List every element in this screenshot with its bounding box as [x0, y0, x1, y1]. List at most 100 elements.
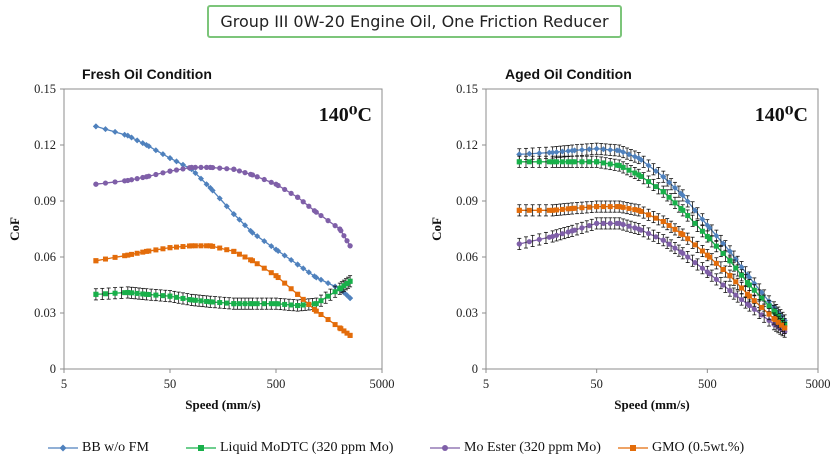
y-tick-label: 0.12	[456, 138, 478, 152]
data-point	[347, 295, 354, 302]
data-point	[653, 234, 659, 240]
data-point	[653, 215, 659, 221]
plot-area	[63, 88, 383, 370]
data-point	[134, 290, 140, 296]
data-point	[600, 146, 607, 153]
data-point	[236, 301, 242, 307]
data-point	[594, 220, 600, 226]
legend-marker	[198, 445, 204, 451]
data-point	[152, 147, 159, 154]
data-point	[692, 207, 699, 214]
data-point	[536, 159, 542, 165]
data-point	[248, 257, 254, 263]
data-point	[112, 290, 118, 296]
data-point	[613, 147, 620, 154]
data-point	[153, 171, 159, 178]
data-point	[732, 256, 739, 263]
data-point	[268, 301, 274, 307]
y-tick-label: 0.12	[34, 138, 56, 152]
data-point	[217, 300, 223, 306]
data-point	[579, 159, 585, 165]
data-point	[666, 222, 672, 228]
data-point	[744, 291, 750, 297]
data-point	[726, 248, 733, 255]
data-point	[236, 251, 242, 257]
data-point	[733, 279, 739, 285]
data-point	[224, 300, 230, 306]
data-point	[254, 174, 260, 180]
legend-marker	[630, 445, 636, 451]
data-point	[645, 162, 652, 169]
data-point	[632, 170, 638, 176]
data-point	[198, 164, 204, 170]
legend-item: GMO (0.5wt.%)	[618, 440, 744, 456]
data-point	[553, 149, 560, 156]
legend-label: BB w/o FM	[82, 440, 149, 455]
data-point	[159, 151, 166, 158]
data-point	[620, 204, 626, 210]
data-point	[536, 236, 542, 243]
x-tick-label: 500	[698, 377, 717, 391]
data-point	[772, 309, 778, 315]
legend-label: GMO (0.5wt.%)	[652, 440, 745, 455]
data-point	[751, 287, 757, 293]
data-point	[744, 280, 750, 286]
data-point	[692, 242, 698, 248]
data-point	[645, 230, 652, 237]
data-point	[775, 319, 781, 325]
data-point	[782, 325, 788, 331]
data-point	[677, 190, 684, 197]
x-tick-label: 500	[267, 377, 286, 391]
data-point	[160, 293, 166, 299]
data-point	[638, 174, 644, 180]
data-point	[311, 273, 318, 280]
data-point	[197, 175, 204, 182]
data-point	[268, 243, 275, 250]
x-tick-label: 5	[61, 377, 67, 391]
data-point	[766, 303, 772, 309]
data-point	[179, 161, 186, 168]
data-point	[173, 244, 179, 250]
data-point	[217, 165, 223, 171]
data-point	[631, 153, 638, 160]
data-point	[160, 170, 166, 176]
data-point	[546, 234, 552, 240]
data-point	[727, 288, 733, 294]
y-tick-label: 0.15	[456, 82, 478, 96]
data-point	[332, 289, 338, 295]
data-point	[121, 131, 128, 138]
data-point	[288, 190, 294, 196]
data-point	[254, 233, 261, 240]
data-point	[198, 298, 204, 304]
legend-label: Mo Ester (320 ppm Mo)	[464, 440, 601, 455]
data-point	[341, 283, 347, 289]
data-point	[102, 126, 109, 133]
data-point	[275, 301, 281, 307]
legend-marker	[59, 444, 67, 452]
data-point	[288, 302, 294, 308]
data-point	[224, 166, 230, 172]
data-point	[122, 253, 128, 259]
y-tick-label: 0.15	[34, 82, 56, 96]
data-point	[653, 184, 659, 190]
data-point	[751, 306, 757, 312]
legend-swatch	[48, 444, 78, 452]
data-point	[586, 223, 592, 229]
data-point	[254, 261, 260, 267]
data-point	[707, 254, 713, 260]
y-tick-label: 0.06	[456, 250, 478, 264]
data-point	[300, 199, 306, 205]
data-point	[261, 176, 267, 183]
data-point	[759, 304, 765, 310]
data-point	[600, 220, 607, 226]
data-point	[594, 204, 600, 210]
data-point	[122, 178, 128, 184]
data-point	[727, 258, 733, 264]
data-point	[666, 241, 672, 247]
data-point	[173, 158, 180, 165]
x-tick-label: 5	[483, 377, 489, 391]
data-point	[300, 296, 306, 302]
data-point	[652, 168, 659, 175]
data-point	[242, 301, 248, 307]
legend-label: Liquid MoDTC (320 ppm Mo)	[220, 440, 394, 455]
